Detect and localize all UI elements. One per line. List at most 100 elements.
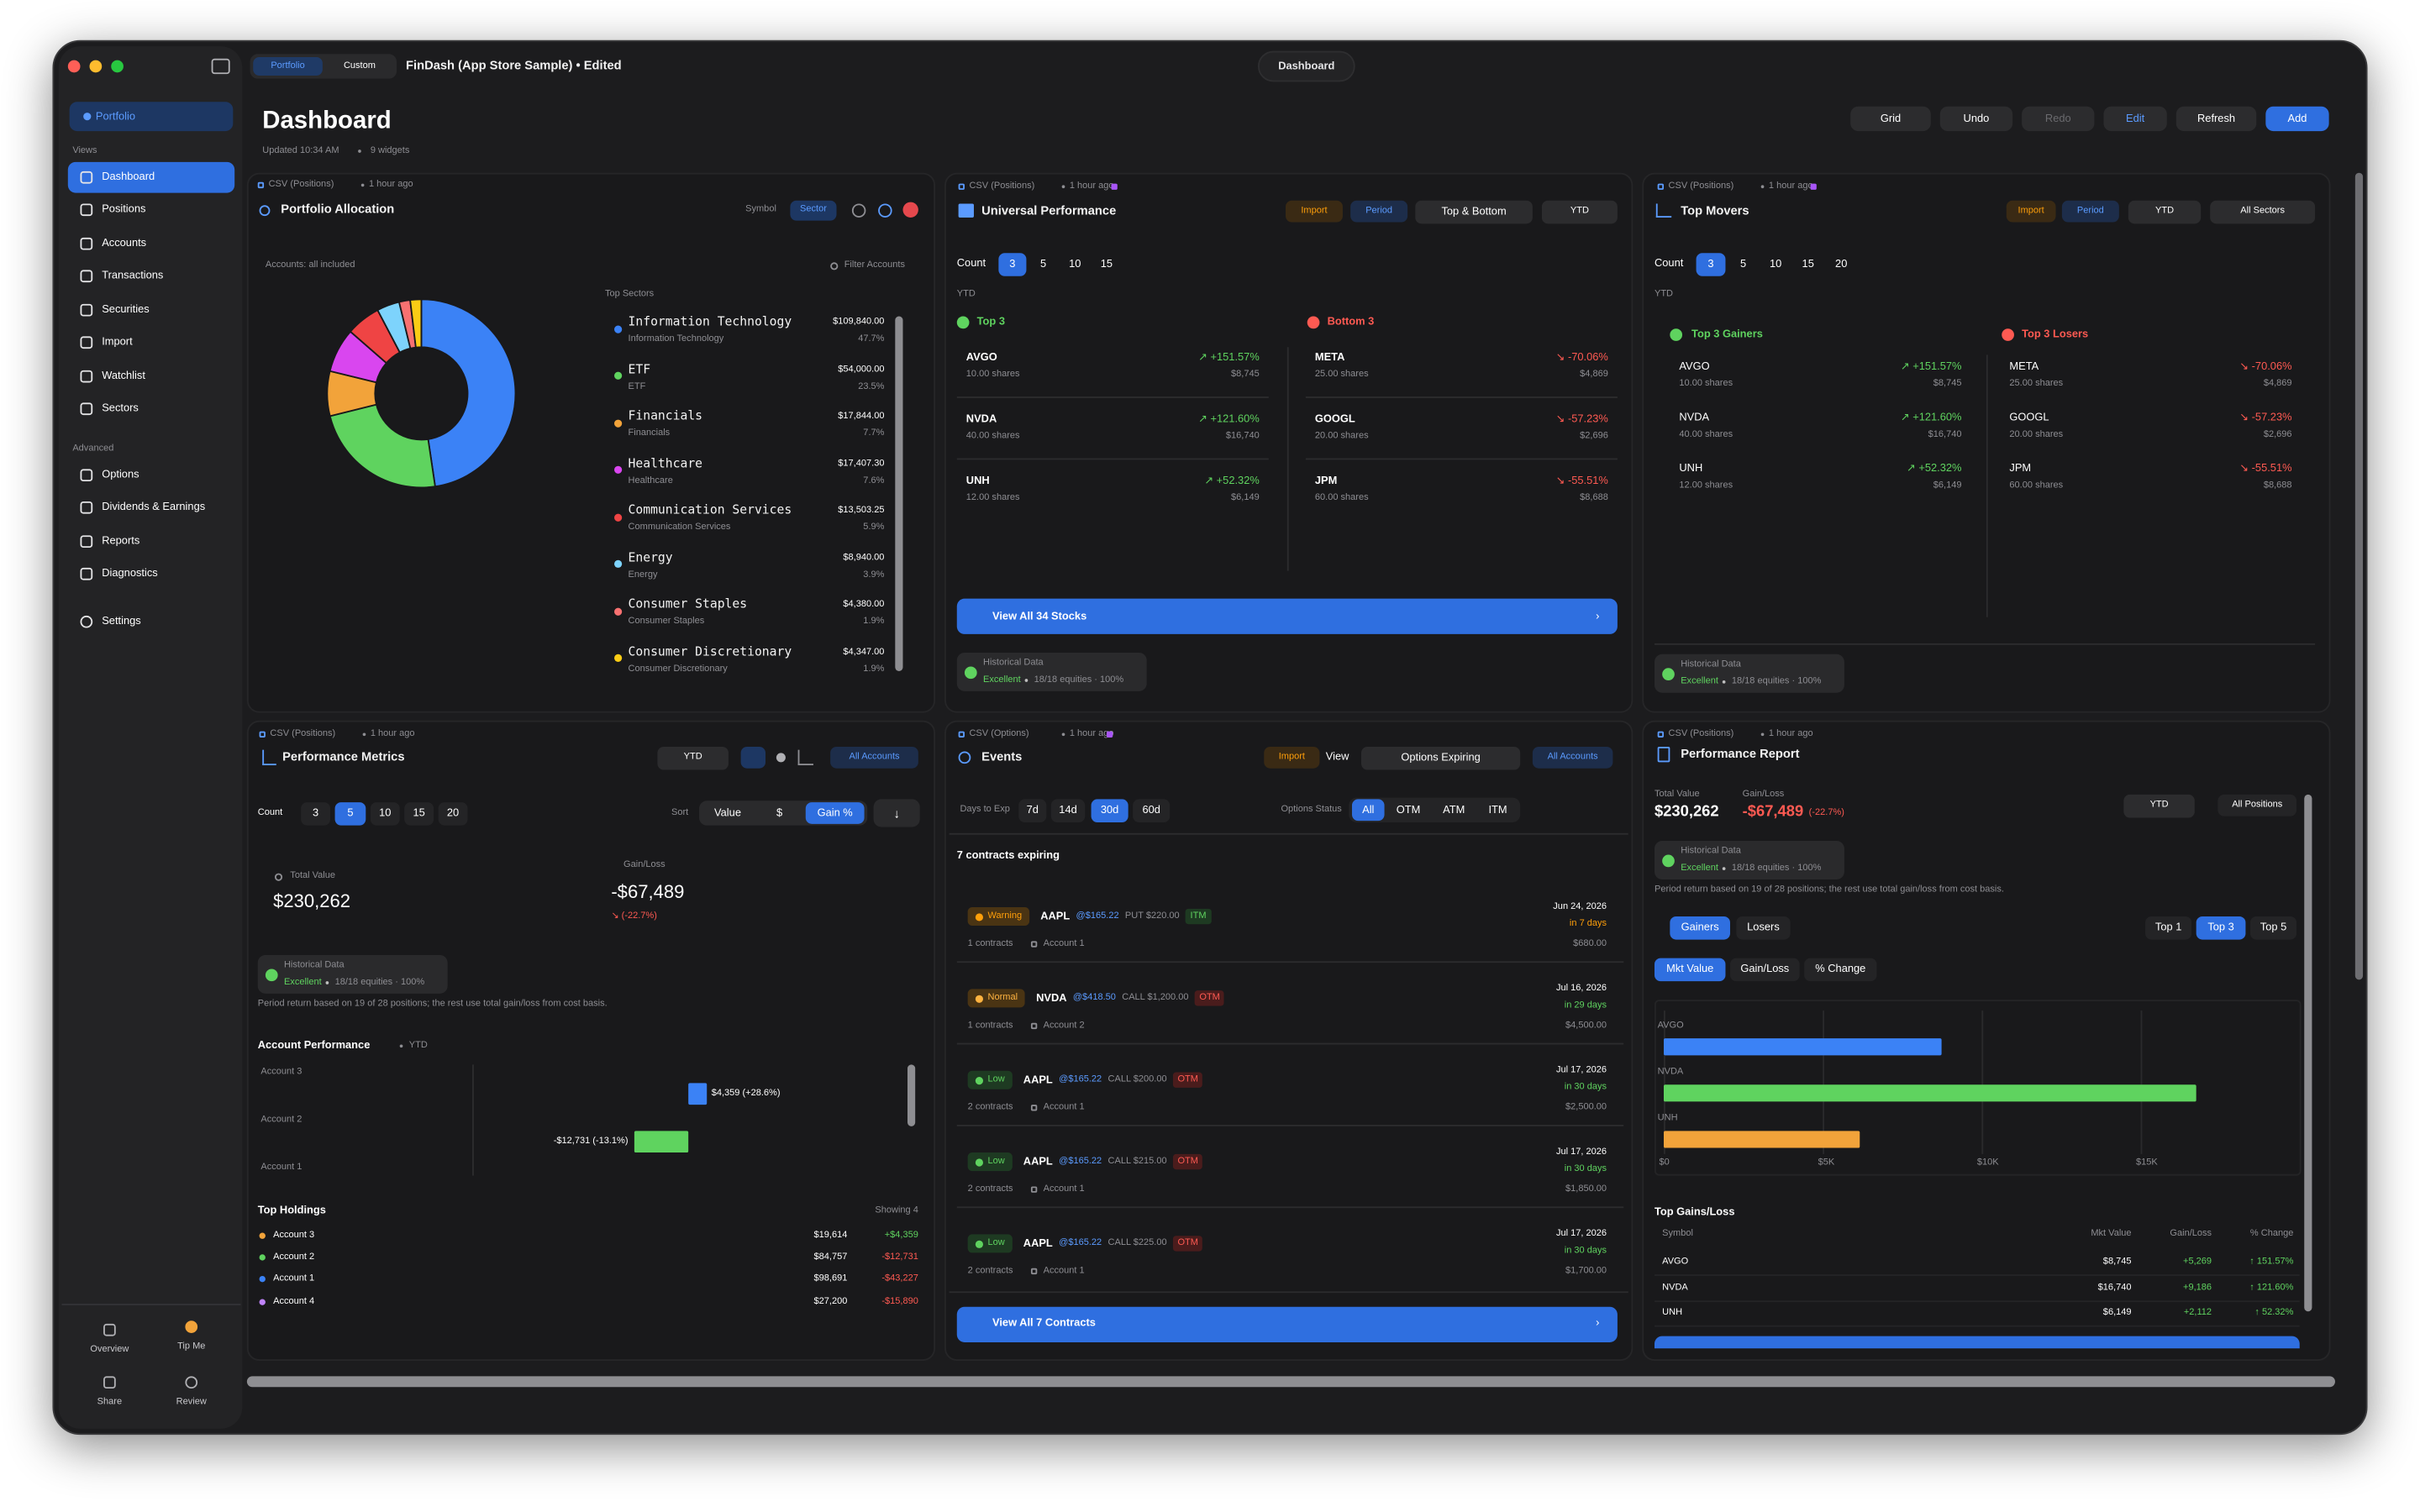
- button[interactable]: Top & Bottom: [1415, 199, 1533, 223]
- bar[interactable]: [688, 1083, 708, 1105]
- button[interactable]: Import: [1286, 200, 1343, 223]
- view-all-button[interactable]: [1654, 1336, 2300, 1349]
- button[interactable]: 3: [1696, 252, 1726, 276]
- footer-item[interactable]: Review: [176, 1398, 207, 1408]
- button[interactable]: 10: [370, 801, 400, 825]
- button[interactable]: Losers: [1736, 916, 1791, 939]
- bar[interactable]: [1664, 1130, 1860, 1147]
- button[interactable]: YTD: [657, 746, 729, 769]
- button[interactable]: Refresh: [2175, 106, 2257, 132]
- button[interactable]: OTM: [1389, 799, 1428, 821]
- nav-item[interactable]: Accounts: [102, 238, 147, 249]
- nav-item[interactable]: Positions: [102, 204, 146, 216]
- button[interactable]: Top 1: [2145, 916, 2192, 939]
- button[interactable]: All Positions: [2217, 794, 2297, 816]
- button[interactable]: Gainers: [1670, 916, 1730, 939]
- nav-item[interactable]: Transactions: [102, 270, 164, 282]
- contract-row[interactable]: Low AAPL @$165.22 CALL $225.00 OTM: [967, 1233, 1203, 1255]
- contract-row[interactable]: Normal NVDA @$418.50 CALL $1,200.00 OTM: [967, 988, 1225, 1010]
- button[interactable]: Grid: [1850, 106, 1931, 132]
- button[interactable]: 7d: [1018, 798, 1047, 822]
- bar[interactable]: [1664, 1037, 1942, 1055]
- button[interactable]: Portfolio: [253, 56, 323, 76]
- nav-item[interactable]: Import: [102, 337, 133, 349]
- nav-item[interactable]: Settings: [102, 616, 141, 627]
- footer-item[interactable]: Share: [97, 1398, 123, 1408]
- toggle-option[interactable]: Symbol: [745, 205, 776, 215]
- button[interactable]: 30d: [1091, 798, 1128, 822]
- bar[interactable]: [634, 1131, 689, 1153]
- button[interactable]: Options Expiring: [1361, 746, 1521, 769]
- contract-row[interactable]: Low AAPL @$165.22 CALL $215.00 OTM: [967, 1151, 1203, 1173]
- button[interactable]: Top 5: [2249, 916, 2297, 939]
- nav-item[interactable]: Reports: [102, 536, 140, 548]
- scrollbar[interactable]: [2354, 172, 2364, 980]
- chart-toggle[interactable]: [797, 749, 813, 766]
- button[interactable]: Import: [2006, 200, 2056, 223]
- scrollbar[interactable]: [246, 1376, 2335, 1388]
- nav-item[interactable]: Watchlist: [102, 370, 145, 382]
- button[interactable]: Top 3: [2196, 916, 2246, 939]
- contract-row[interactable]: Low AAPL @$165.22 CALL $200.00 OTM: [967, 1069, 1203, 1091]
- bar[interactable]: [1664, 1084, 2196, 1101]
- button[interactable]: YTD: [2128, 199, 2202, 223]
- button[interactable]: Mkt Value: [1654, 957, 1726, 981]
- button[interactable]: Import: [1264, 746, 1320, 769]
- button[interactable]: 3: [301, 801, 331, 825]
- chart-toggle[interactable]: [740, 746, 766, 769]
- button[interactable]: 20: [1826, 252, 1857, 276]
- button[interactable]: ITM: [1479, 799, 1518, 821]
- button[interactable]: Redo: [2022, 106, 2095, 132]
- button[interactable]: Custom: [326, 57, 394, 76]
- filter-button[interactable]: Filter Accounts: [844, 260, 905, 270]
- button[interactable]: Period: [2061, 200, 2119, 223]
- donut-slice[interactable]: [329, 403, 436, 489]
- button[interactable]: Edit: [2103, 106, 2167, 132]
- button[interactable]: 5: [1029, 252, 1057, 276]
- button[interactable]: Dashboard: [1257, 50, 1355, 82]
- donut-slice[interactable]: [420, 298, 517, 488]
- button[interactable]: 15: [404, 801, 434, 825]
- donut-slice[interactable]: [409, 298, 423, 349]
- button[interactable]: 14d: [1050, 798, 1086, 822]
- nav-item[interactable]: Sectors: [102, 403, 139, 415]
- button[interactable]: 15: [1793, 252, 1823, 276]
- button[interactable]: 5: [1728, 252, 1758, 276]
- button[interactable]: Sector: [790, 199, 837, 220]
- nav-item[interactable]: Options: [102, 470, 139, 481]
- footer-item[interactable]: Tip Me: [177, 1341, 206, 1352]
- nav-item[interactable]: Diagnostics: [102, 568, 158, 580]
- nav-item[interactable]: Dividends & Earnings: [102, 501, 206, 513]
- button[interactable]: All Accounts: [1532, 746, 1613, 769]
- nav-item[interactable]: Securities: [102, 304, 150, 316]
- button[interactable]: Gain %: [805, 802, 865, 824]
- button[interactable]: % Change: [1804, 957, 1877, 981]
- view-all-button[interactable]: [956, 1306, 1618, 1342]
- footer-item[interactable]: Overview: [90, 1345, 129, 1355]
- sort-direction[interactable]: ↓: [873, 799, 920, 827]
- button[interactable]: All Sectors: [2210, 199, 2316, 223]
- sidebar-portfolio[interactable]: [69, 102, 234, 132]
- button[interactable]: Undo: [1939, 106, 2013, 132]
- nav-item[interactable]: Dashboard: [102, 171, 155, 183]
- scrollbar[interactable]: [2304, 794, 2312, 1312]
- button[interactable]: YTD: [1541, 199, 1618, 223]
- button[interactable]: $: [760, 802, 800, 824]
- button[interactable]: 15: [1092, 252, 1123, 276]
- contract-row[interactable]: Warning AAPL @$165.22 PUT $220.00 ITM: [967, 906, 1212, 927]
- button[interactable]: YTD: [2123, 794, 2195, 817]
- scrollbar[interactable]: [908, 1064, 916, 1126]
- scrollbar[interactable]: [895, 316, 903, 671]
- button[interactable]: 5: [334, 801, 366, 825]
- button[interactable]: 10: [1060, 252, 1090, 276]
- view-all-button[interactable]: [956, 598, 1618, 634]
- button[interactable]: 60d: [1133, 798, 1171, 822]
- button[interactable]: 20: [438, 801, 468, 825]
- button[interactable]: ATM: [1434, 799, 1474, 821]
- button[interactable]: All Accounts: [830, 746, 918, 769]
- button[interactable]: 3: [998, 252, 1027, 276]
- button[interactable]: Add: [2265, 106, 2329, 132]
- button[interactable]: Period: [1350, 200, 1408, 223]
- button[interactable]: Gain/Loss: [1729, 957, 1800, 981]
- button[interactable]: 10: [1761, 252, 1791, 276]
